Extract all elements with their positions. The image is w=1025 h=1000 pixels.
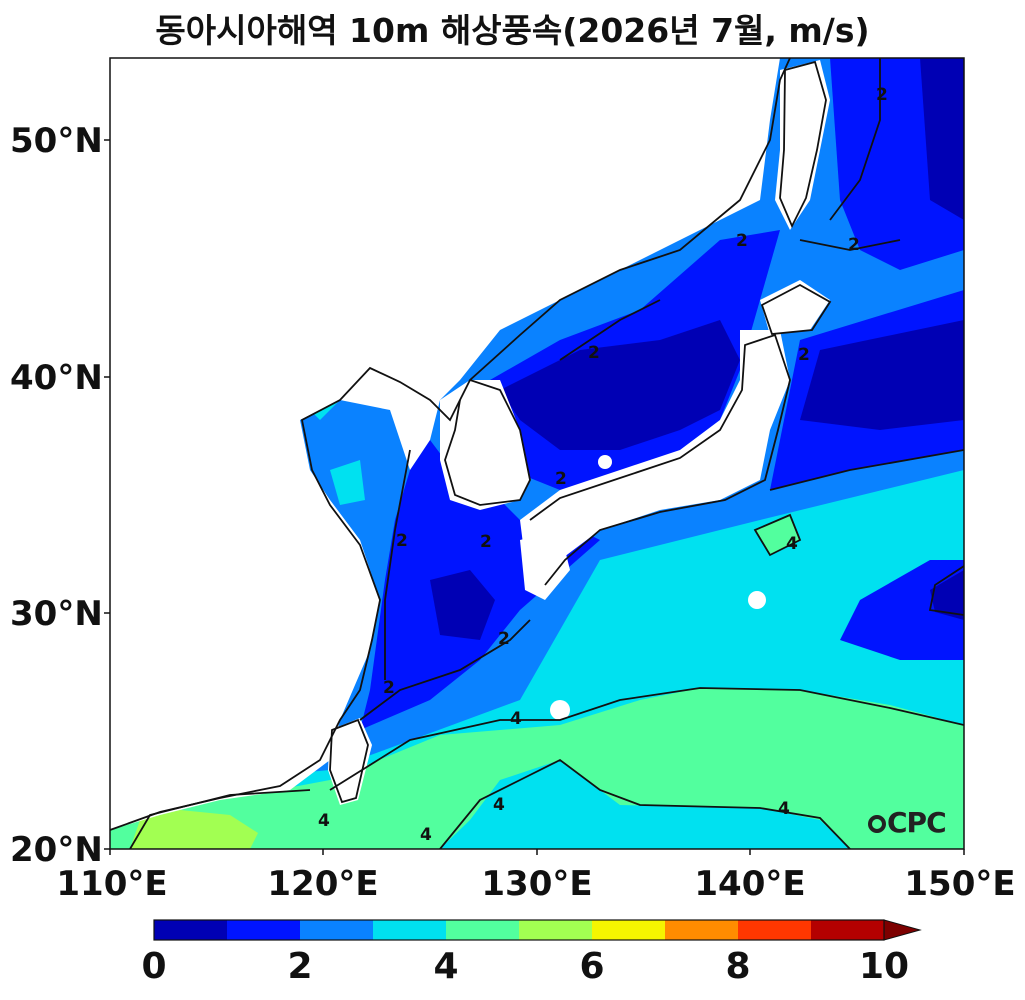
contour-label: 2 [396,531,408,551]
contour-2-north [559,299,661,361]
land-mask-island [748,591,766,609]
land-mask-island [598,455,612,469]
coastline-china [110,58,791,831]
field-0-1-ecs [430,570,495,640]
contour-label: 4 [318,811,330,831]
contour-label: 4 [778,799,790,819]
contour-2-east [769,449,964,491]
field-0-1-eastsea [500,320,740,450]
contour-4-patch [753,513,802,557]
contour-label: 2 [588,343,600,363]
colorbar-label-10: 10 [858,946,910,987]
land-mask-sakhalin [775,60,830,230]
field-5-6 [130,810,258,849]
land-mask-continent [110,58,780,830]
contour-label: 4 [786,534,798,554]
contour-2-ecs [359,619,531,721]
contour-lines [129,58,964,849]
colorbar-label-4: 4 [433,946,459,987]
axis-ticks [104,139,965,855]
lat-label-40n: 40°N [10,358,103,398]
colorbar-segment [227,920,300,940]
coastline-sakhalin [779,60,827,229]
colorbar-segment [519,920,592,940]
contour-label: 4 [510,709,522,729]
colorbar-segment [811,920,884,940]
lon-label-120e: 120°E [267,864,379,904]
colorbar-segment [373,920,446,940]
colorbar-label-0: 0 [141,946,167,987]
field-4-5 [110,688,964,849]
lon-label-140e: 140°E [694,864,806,904]
contour-4-southwest [129,789,311,849]
lon-label-110e: 110°E [56,864,168,904]
field-0-1-pacific [800,320,964,430]
contour-2-okhotsk [829,58,881,221]
contour-labels: 2 2 2 2 2 2 2 2 2 2 4 4 4 4 4 4 [318,85,888,845]
lat-label-50n: 50°N [10,121,103,161]
contour-label: 2 [876,85,888,105]
colorbar-segment [300,920,373,940]
contour-label: 4 [493,795,505,815]
contour-2-pacific [928,565,964,616]
colorbar-segment [665,920,738,940]
logo-mark-icon [868,815,886,833]
contour-label: 4 [420,825,432,845]
contour-label: 2 [848,235,860,255]
colorbar-label-6: 6 [579,946,605,987]
colorbar-segment [592,920,665,940]
colorbar-extend-arrow [883,919,922,941]
map-title: 동아시아해역 10m 해상풍속(2026년 7월, m/s) [155,11,870,50]
contour-2-west [384,449,411,680]
field-0-1-east [930,570,964,620]
wind-speed-field [110,58,964,849]
contour-label: 2 [555,469,567,489]
contour-label: 2 [480,532,492,552]
lon-label-150e: 150°E [904,864,1016,904]
colorbar [153,919,922,941]
contour-label: 2 [383,678,395,698]
land-mask-island [550,700,570,720]
colorbar-segment [154,920,227,940]
land-mask-taiwan [328,718,372,805]
lat-label-20n: 20°N [10,830,103,870]
contour-label: 2 [498,629,510,649]
coastline-taiwan [329,718,369,804]
contour-4-south [439,758,851,849]
colorbar-label-2: 2 [287,946,313,987]
coastlines [110,58,832,831]
colorbar-segment [738,920,811,940]
coastline-korea [444,379,531,506]
land-mask-hokkaido [760,280,830,335]
cpc-logo: CPC [868,806,947,839]
colorbar-label-8: 8 [725,946,751,987]
colorbar-frame [153,919,885,941]
land-mask-kyushu [520,530,570,600]
land-mask-japan [520,330,790,580]
contour-2-northeast [799,239,901,251]
lat-label-30n: 30°N [10,594,103,634]
field-3-4-yellowsea [330,460,365,505]
contour-label: 2 [736,231,748,251]
coastline-japan [529,333,791,586]
logo-text: CPC [887,806,947,839]
land-mask-korea [440,380,530,510]
field-0-1-north [920,58,964,220]
contour-4-main [329,687,964,791]
coastline-hokkaido [760,283,832,335]
colorbar-segment [446,920,519,940]
contour-label: 2 [798,345,810,365]
field-1-2-east [840,560,964,660]
lon-label-130e: 130°E [481,864,593,904]
